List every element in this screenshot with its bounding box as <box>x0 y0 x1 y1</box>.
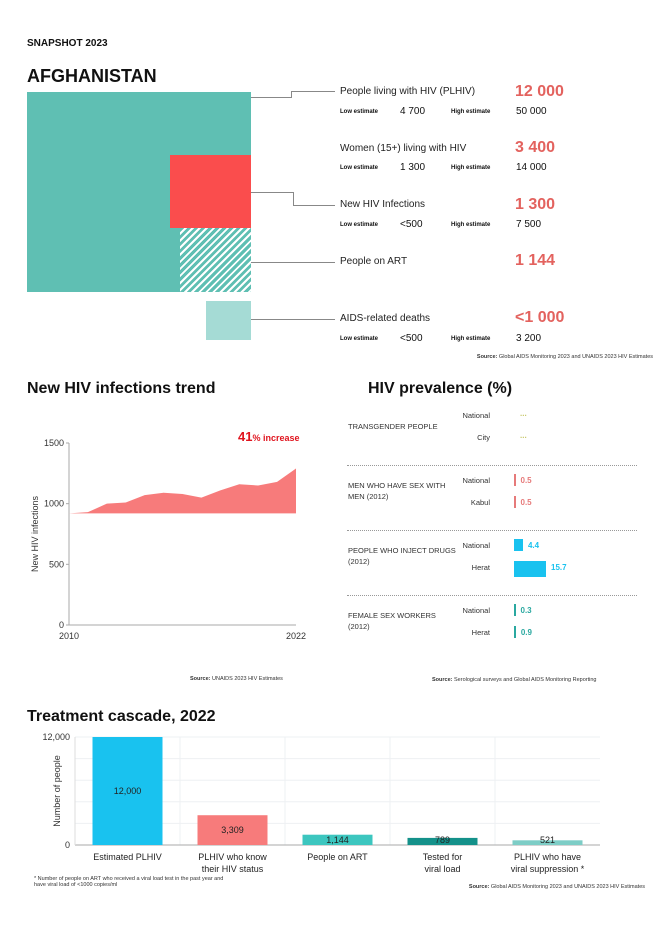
cascade-value-label: 12,000 <box>114 786 142 796</box>
prevalence-subgroup-label: National <box>462 606 490 615</box>
prevalence-value: 0.3 <box>520 606 532 615</box>
y-tick-label: 0 <box>59 620 64 630</box>
prevalence-subgroup-label: Kabul <box>470 498 490 507</box>
y-axis-label: Number of people <box>52 755 62 827</box>
prevalence-subgroup-label: Herat <box>471 628 490 637</box>
cascade-bar <box>197 815 268 845</box>
high-estimate-value: 50 000 <box>516 106 547 117</box>
cascade-category-label: PLHIV who have viral suppression * <box>511 852 585 874</box>
y-tick-label: 500 <box>49 559 64 569</box>
cascade-title: Treatment cascade, 2022 <box>27 708 216 725</box>
low-estimate-label: Low estimate <box>340 165 379 171</box>
prevalence-bar <box>514 474 516 486</box>
y-axis-label: New HIV infections <box>30 495 40 572</box>
prevalence-value: ... <box>520 431 527 440</box>
cascade-bar <box>92 737 163 845</box>
trend-source: Source: UNAIDS 2023 HIV Estimates <box>190 676 283 682</box>
indicator-value: 1 300 <box>515 196 556 213</box>
indicator-value: 1 144 <box>515 252 556 269</box>
cascade-chart: 0 12,000 Number of people 12,000 Estimated P… <box>42 732 600 874</box>
prevalence-value: 0.9 <box>520 628 532 637</box>
low-estimate-label: Low estimate <box>340 222 379 228</box>
cascade-bar <box>512 840 583 845</box>
divider <box>347 595 637 596</box>
indicator-value: 3 400 <box>515 139 556 156</box>
prevalence-subgroup-label: Herat <box>471 563 490 572</box>
prevalence-subgroup-label: City <box>477 433 490 442</box>
x-tick-label: 2022 <box>286 631 306 641</box>
prevalence-subgroup-label: National <box>462 541 490 550</box>
prevalence-subgroup-label: National <box>462 476 490 485</box>
prevalence-bar <box>514 561 546 577</box>
cascade-category-label: People on ART <box>307 852 368 862</box>
prevalence-group-label: MEN WHO HAVE SEX WITH MEN (2012) <box>348 481 446 501</box>
low-estimate-label: Low estimate <box>340 336 379 342</box>
prevalence-value: 0.5 <box>520 476 532 485</box>
trend-annotation: 41% increase <box>238 429 300 444</box>
deaths-square <box>206 301 251 340</box>
art-hatched-square <box>180 228 251 292</box>
snapshot-source: Source: Global AIDS Monitoring 2023 and … <box>476 354 653 360</box>
prevalence-value: 4.4 <box>527 541 540 550</box>
low-estimate-value: <500 <box>400 219 423 230</box>
prevalence-bar <box>514 539 523 551</box>
cascade-value-label: 3,309 <box>221 825 244 835</box>
cascade-bar <box>407 837 478 845</box>
low-estimate-value: 4 700 <box>400 106 426 117</box>
indicator-value: 12 000 <box>515 83 564 100</box>
cascade-category-label: Estimated PLHIV <box>93 852 162 862</box>
prevalence-group-label: TRANSGENDER PEOPLE <box>348 422 438 431</box>
low-estimate-value: <500 <box>400 333 423 344</box>
high-estimate-label: High estimate <box>451 109 491 115</box>
high-estimate-value: 3 200 <box>516 333 542 344</box>
prevalence-source: Source: Serological surveys and Global A… <box>432 677 597 683</box>
high-estimate-label: High estimate <box>451 222 491 228</box>
low-estimate-value: 1 300 <box>400 162 426 173</box>
cascade-value-label: 521 <box>540 835 555 845</box>
prevalence-value: ... <box>520 409 527 418</box>
trend-area <box>69 468 296 514</box>
prevalence-group-label: FEMALE SEX WORKERS (2012) <box>348 611 436 631</box>
indicator-value: <1 000 <box>515 309 565 326</box>
divider <box>347 465 637 466</box>
indicator-label: AIDS-related deaths <box>340 313 431 324</box>
prevalence-bar <box>514 604 516 616</box>
indicator-label: People living with HIV (PLHIV) <box>340 86 476 97</box>
prevalence-bar <box>514 626 516 638</box>
country-title: AFGHANISTAN <box>27 66 157 86</box>
cascade-category-label: Tested for viral load <box>423 852 463 874</box>
y-tick-label: 1500 <box>44 438 64 448</box>
cascade-value-label: 1,144 <box>326 835 349 845</box>
cascade-footnote: * Number of people on ART who received a… <box>34 876 224 888</box>
prevalence-group-label: PEOPLE WHO INJECT DRUGS (2012) <box>348 546 456 566</box>
snapshot-label: SNAPSHOT 2023 <box>27 38 108 49</box>
divider <box>347 530 637 531</box>
trend-title: New HIV infections trend <box>27 380 216 397</box>
indicator-label: People on ART <box>340 256 408 267</box>
prevalence-value: 0.5 <box>520 498 532 507</box>
y-tick-label: 0 <box>65 840 70 850</box>
indicator-label: New HIV Infections <box>340 199 426 210</box>
y-tick-label: 12,000 <box>42 732 70 742</box>
cascade-bar <box>302 834 373 845</box>
cascade-source: Source: Global AIDS Monitoring 2023 and … <box>468 884 645 890</box>
new-infections-square <box>170 155 251 228</box>
low-estimate-label: Low estimate <box>340 109 379 115</box>
x-tick-label: 2010 <box>59 631 79 641</box>
high-estimate-label: High estimate <box>451 336 491 342</box>
cascade-category-label: PLHIV who know their HIV status <box>198 852 267 874</box>
cascade-value-label: 789 <box>435 835 450 845</box>
prevalence-bar <box>514 496 516 508</box>
trend-chart: 0 500 1000 1500 2010 2022 New HIV infections <box>30 438 306 641</box>
high-estimate-value: 14 000 <box>516 162 547 173</box>
y-tick-label: 1000 <box>44 499 64 509</box>
prevalence-title: HIV prevalence (%) <box>368 380 513 397</box>
prevalence-subgroup-label: National <box>462 411 490 420</box>
high-estimate-label: High estimate <box>451 165 491 171</box>
indicator-label: Women (15+) living with HIV <box>340 143 467 154</box>
prevalence-value: 15.7 <box>551 563 567 572</box>
high-estimate-value: 7 500 <box>516 219 542 230</box>
